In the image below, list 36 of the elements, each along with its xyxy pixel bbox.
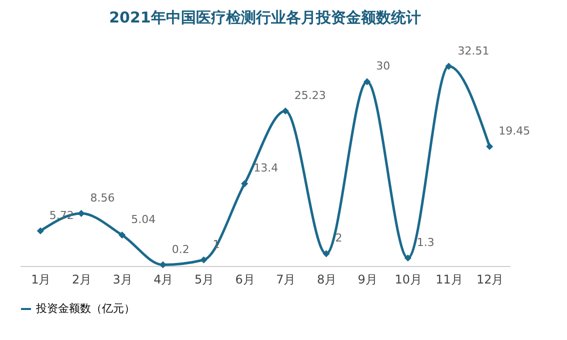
x-tick-label: 8月 [316, 272, 337, 286]
x-tick-label: 10月 [394, 272, 422, 286]
x-tick-label: 9月 [358, 272, 378, 286]
x-tick-label: 2月 [72, 272, 92, 286]
point [404, 254, 412, 262]
data-label: 0.2 [172, 242, 190, 256]
x-tick-label: 1月 [31, 272, 51, 286]
data-label: 5.04 [131, 213, 156, 226]
point [78, 210, 85, 217]
data-label: 2 [335, 232, 342, 245]
x-tick-label: 7月 [276, 272, 296, 286]
x-tick-label: 6月 [235, 272, 255, 286]
data-label: 19.45 [498, 124, 530, 138]
data-label: 13.4 [254, 162, 278, 175]
x-tick-label: 3月 [112, 272, 132, 286]
data-label: 32.51 [458, 44, 490, 58]
x-tick-label: 5月 [194, 272, 214, 286]
data-label: 30 [376, 60, 390, 73]
point [322, 250, 330, 258]
chart-title: 2021年中国医疗检测行业各月投资金额数统计 [109, 8, 421, 26]
x-tick-label: 12月 [476, 272, 504, 286]
point [241, 180, 248, 188]
x-tick-label: 11月 [436, 272, 463, 286]
point [36, 227, 44, 234]
point [486, 142, 494, 150]
data-label: 1.3 [416, 236, 434, 250]
point [445, 62, 452, 70]
legend-label: 投资金额数（亿元） [35, 302, 135, 315]
point [159, 261, 166, 268]
data-label: 25.23 [294, 89, 326, 102]
point [118, 232, 126, 239]
point [282, 107, 289, 115]
point [364, 78, 371, 86]
x-tick-label: 4月 [154, 272, 174, 286]
point [200, 256, 208, 264]
data-label: 8.56 [90, 191, 115, 204]
